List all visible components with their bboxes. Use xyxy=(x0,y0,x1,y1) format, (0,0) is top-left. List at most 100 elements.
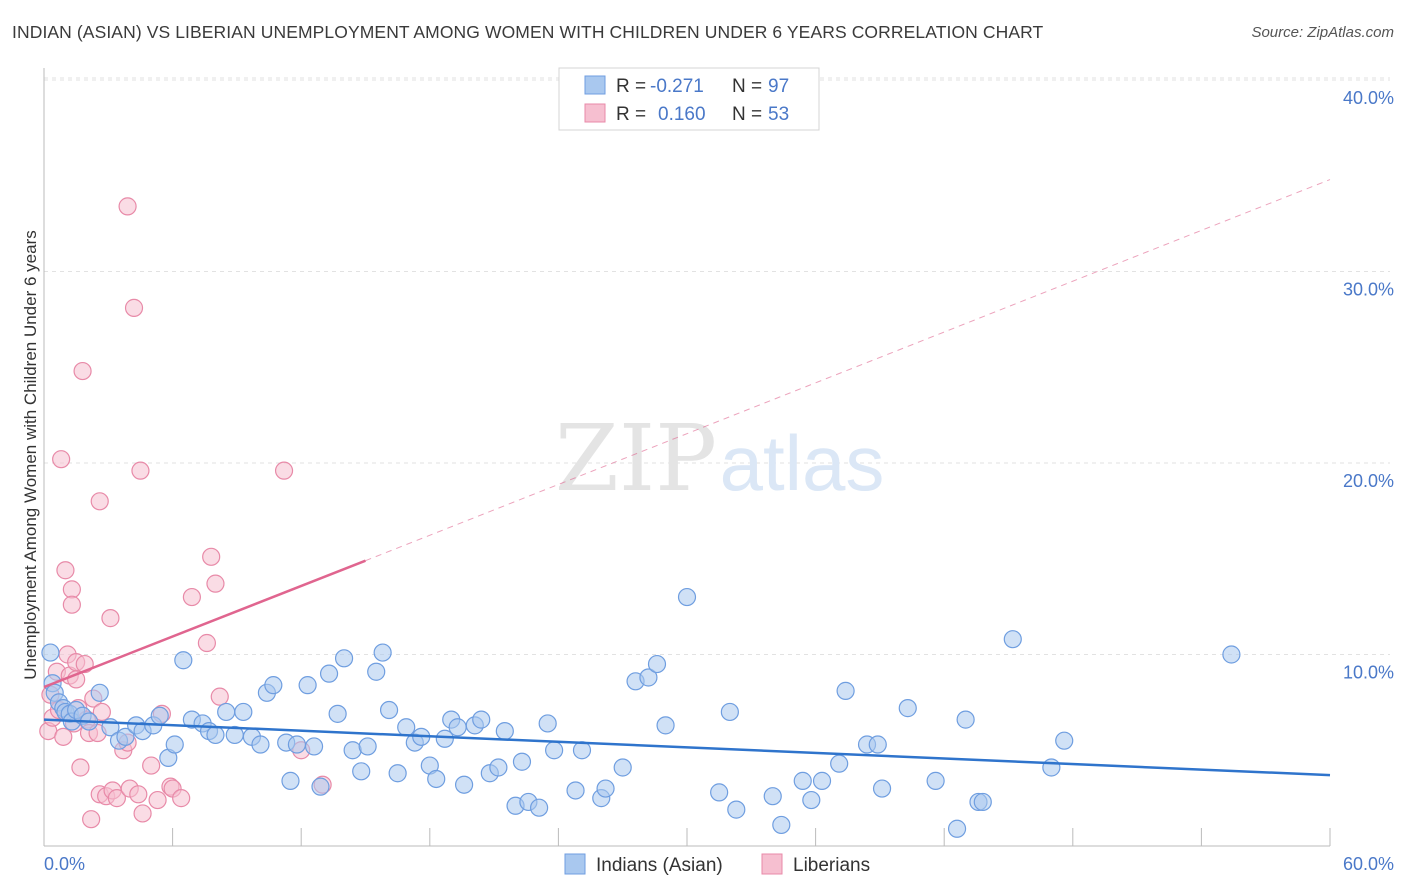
data-point xyxy=(358,737,377,756)
indians-asian-points xyxy=(41,587,1241,838)
watermark-atlas: atlas xyxy=(720,419,885,507)
stats-legend-n-value-blue: 97 xyxy=(768,76,789,97)
data-point xyxy=(812,771,832,790)
data-point xyxy=(328,704,347,723)
y-tick-labels: 10.0% 20.0% 30.0% 40.0% xyxy=(1343,88,1394,683)
data-point xyxy=(343,741,362,760)
data-point xyxy=(197,633,216,653)
data-point xyxy=(373,643,392,662)
data-point xyxy=(150,706,169,725)
data-point xyxy=(545,741,564,760)
data-point xyxy=(107,789,126,808)
data-point xyxy=(973,792,992,812)
liberians-trend-line xyxy=(43,559,366,689)
data-point xyxy=(274,461,294,480)
data-point xyxy=(495,721,514,741)
data-point xyxy=(1042,758,1061,777)
data-point xyxy=(92,702,111,722)
data-point xyxy=(90,683,109,702)
data-point xyxy=(71,758,90,777)
data-point xyxy=(397,718,416,737)
data-point xyxy=(677,587,697,607)
watermark-zip: ZIP xyxy=(555,405,717,512)
x-tick-label-min: 0.0% xyxy=(44,854,85,874)
data-point xyxy=(311,777,330,796)
data-point xyxy=(898,699,917,718)
data-point xyxy=(872,779,892,798)
data-point xyxy=(1222,645,1241,664)
x-axis-ticks xyxy=(43,828,1331,846)
data-point xyxy=(206,725,225,745)
data-point xyxy=(435,729,454,748)
data-point xyxy=(489,758,508,777)
data-point xyxy=(639,668,658,687)
data-point xyxy=(82,810,101,829)
series-legend: Indians (Asian) Liberians xyxy=(564,853,870,876)
data-point xyxy=(388,764,407,783)
data-point xyxy=(656,716,675,735)
data-point xyxy=(304,737,324,756)
data-point xyxy=(1055,731,1074,750)
stats-legend-r-label-pink: R = xyxy=(616,104,646,125)
indians-trend-line xyxy=(43,718,1331,777)
data-point xyxy=(830,754,849,773)
data-point xyxy=(538,714,557,733)
y-tick-label: 40.0% xyxy=(1343,88,1394,108)
y-tick-label: 10.0% xyxy=(1343,663,1394,683)
data-point xyxy=(947,819,967,838)
data-point xyxy=(118,197,137,216)
data-point xyxy=(868,735,887,754)
liberians-trend-extension xyxy=(365,179,1331,562)
series-legend-swatch-liberians xyxy=(761,853,783,875)
liberians-points xyxy=(39,197,332,829)
data-point xyxy=(182,587,201,607)
chart-source: Source: ZipAtlas.com xyxy=(1251,24,1394,41)
data-point xyxy=(720,702,739,722)
data-point xyxy=(172,789,191,808)
data-point xyxy=(281,771,300,790)
data-point xyxy=(133,804,152,823)
data-point xyxy=(352,762,371,781)
data-point xyxy=(566,781,585,800)
data-point xyxy=(793,771,812,790)
data-point xyxy=(202,547,221,566)
stats-legend-n-label-blue: N = xyxy=(732,76,762,97)
stats-legend: R = -0.271 N = 97 R = 0.160 N = 53 xyxy=(558,67,820,131)
data-point xyxy=(379,700,399,720)
data-point xyxy=(956,710,975,729)
data-point xyxy=(319,664,339,683)
data-point xyxy=(512,752,532,771)
data-point xyxy=(727,800,746,819)
stats-legend-swatch-pink xyxy=(584,103,606,123)
data-point xyxy=(287,735,307,754)
data-point xyxy=(454,775,474,794)
chart-title: INDIAN (ASIAN) VS LIBERIAN UNEMPLOYMENT … xyxy=(12,22,1044,42)
data-point xyxy=(131,461,150,480)
data-point xyxy=(129,785,148,804)
trend-lines xyxy=(43,179,1331,777)
data-point xyxy=(530,798,549,817)
stats-legend-swatch-blue xyxy=(584,75,606,95)
data-point xyxy=(836,681,855,700)
data-point xyxy=(1003,630,1022,649)
data-point xyxy=(298,676,317,695)
grid-lines xyxy=(44,77,1390,655)
stats-legend-n-value-pink: 53 xyxy=(768,104,789,125)
y-axis-label: Unemployment Among Women with Children U… xyxy=(21,230,40,679)
stats-legend-n-label-pink: N = xyxy=(732,104,762,125)
data-point xyxy=(763,787,782,806)
data-point xyxy=(206,574,225,593)
data-point xyxy=(62,595,81,614)
data-point xyxy=(710,783,729,802)
stats-legend-r-value-pink: 0.160 xyxy=(658,104,706,125)
data-point xyxy=(142,756,161,775)
data-point xyxy=(448,718,467,737)
y-tick-label: 30.0% xyxy=(1343,280,1394,300)
data-point xyxy=(73,361,92,381)
data-point xyxy=(165,735,184,754)
data-point xyxy=(596,779,615,798)
data-point xyxy=(52,450,71,469)
series-legend-swatch-indians xyxy=(564,853,586,875)
data-point xyxy=(41,643,60,662)
